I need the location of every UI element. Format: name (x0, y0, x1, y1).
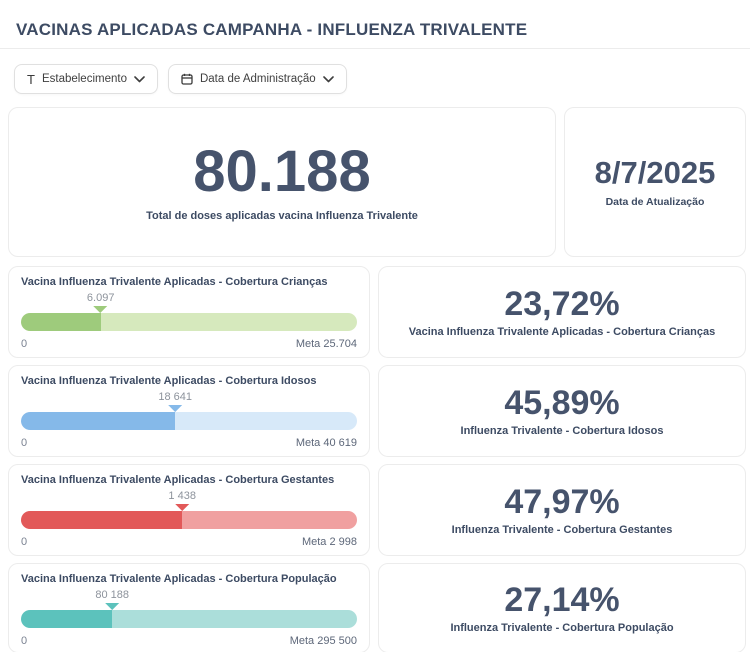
kpi-card-populacao: 27,14% Influenza Trivalente - Cobertura … (378, 563, 746, 652)
filter-bar: T Estabelecimento Data de Administração (0, 49, 750, 107)
gauge-title: Vacina Influenza Trivalente Aplicadas - … (21, 573, 337, 585)
idosos-row: Vacina Influenza Trivalente Aplicadas - … (8, 365, 746, 457)
value-marker: 18 641 (158, 391, 192, 412)
marker-zone: 6.097 (21, 291, 357, 313)
filter-data-administracao-dropdown[interactable]: Data de Administração (167, 64, 347, 94)
gauge-body: 80 188 0 Meta 295 500 (21, 588, 357, 647)
gauge-body: 1 438 0 Meta 2 998 (21, 489, 357, 548)
progress-track (21, 412, 357, 430)
progress-fill (21, 511, 183, 529)
header-divider (0, 48, 750, 49)
scale-meta: Meta 25.704 (295, 338, 357, 350)
filter-label: Estabelecimento (41, 73, 127, 85)
gauge-body: 6.097 0 Meta 25.704 (21, 291, 357, 350)
page-title: VACINAS APLICADAS CAMPANHA - INFLUENZA T… (16, 20, 528, 39)
kpi-card-idosos: 45,89% Influenza Trivalente - Cobertura … (378, 365, 746, 457)
progress-fill (21, 313, 101, 331)
marker-triangle-icon (168, 405, 183, 412)
scale-meta: Meta 2 998 (301, 536, 357, 548)
populacao-row: Vacina Influenza Trivalente Aplicadas - … (8, 563, 746, 652)
gauge-body: 18 641 0 Meta 40 619 (21, 390, 357, 449)
update-date-label: Data de Atualização (605, 195, 705, 208)
marker-value: 1 438 (168, 489, 196, 502)
kpi-label: Influenza Trivalente - Cobertura Idosos (460, 425, 664, 438)
marker-triangle-icon (105, 603, 120, 610)
marker-triangle-icon (175, 504, 190, 511)
page-header: VACINAS APLICADAS CAMPANHA - INFLUENZA T… (0, 0, 750, 48)
scale-min: 0 (21, 338, 28, 350)
marker-zone: 18 641 (21, 390, 357, 412)
total-doses-card: 80.188 Total de doses aplicadas vacina I… (8, 107, 556, 257)
gauge-card-gestantes: Vacina Influenza Trivalente Aplicadas - … (8, 464, 370, 556)
kpi-value: 47,97% (504, 482, 620, 521)
marker-value: 6.097 (86, 291, 115, 304)
progress-track (21, 313, 357, 331)
progress-fill (21, 610, 113, 628)
scale-min: 0 (21, 635, 28, 647)
total-doses-value: 80.188 (193, 138, 371, 204)
progress-track (21, 511, 357, 529)
kpi-label: Vacina Influenza Trivalente Aplicadas - … (408, 326, 716, 339)
gauge-card-populacao: Vacina Influenza Trivalente Aplicadas - … (8, 563, 370, 652)
update-date-card: 8/7/2025 Data de Atualização (564, 107, 746, 257)
gauge-scale: 0 Meta 295 500 (21, 635, 357, 647)
summary-row: 80.188 Total de doses aplicadas vacina I… (8, 107, 746, 257)
gauge-title: Vacina Influenza Trivalente Aplicadas - … (21, 276, 328, 288)
value-marker: 6.097 (86, 291, 115, 313)
chevron-down-icon (322, 75, 334, 83)
kpi-label: Influenza Trivalente - Cobertura Populaç… (450, 622, 674, 635)
marker-value: 18 641 (158, 390, 193, 403)
marker-value: 80 188 (95, 588, 130, 601)
marker-zone: 80 188 (21, 588, 357, 610)
progress-fill (21, 412, 176, 430)
update-date-value: 8/7/2025 (594, 155, 716, 191)
scale-meta: Meta 295 500 (289, 635, 357, 647)
gauge-card-criancas: Vacina Influenza Trivalente Aplicadas - … (8, 266, 370, 358)
gauge-scale: 0 Meta 2 998 (21, 536, 357, 548)
card-grid: 80.188 Total de doses aplicadas vacina I… (0, 107, 750, 652)
progress-track (21, 610, 357, 628)
gauge-card-idosos: Vacina Influenza Trivalente Aplicadas - … (8, 365, 370, 457)
kpi-value: 27,14% (504, 580, 620, 619)
total-doses-label: Total de doses aplicadas vacina Influenz… (146, 210, 418, 223)
scale-min: 0 (21, 437, 28, 449)
criancas-row: Vacina Influenza Trivalente Aplicadas - … (8, 266, 746, 358)
gauge-scale: 0 Meta 40 619 (21, 437, 357, 449)
gauge-title: Vacina Influenza Trivalente Aplicadas - … (21, 375, 317, 387)
marker-triangle-icon (93, 306, 108, 313)
value-marker: 80 188 (95, 589, 129, 610)
value-marker: 1 438 (168, 490, 196, 511)
marker-zone: 1 438 (21, 489, 357, 511)
kpi-card-criancas: 23,72% Vacina Influenza Trivalente Aplic… (378, 266, 746, 358)
kpi-label: Influenza Trivalente - Cobertura Gestant… (451, 524, 673, 537)
kpi-card-gestantes: 47,97% Influenza Trivalente - Cobertura … (378, 464, 746, 556)
kpi-value: 45,89% (504, 383, 620, 422)
kpi-value: 23,72% (504, 284, 620, 323)
scale-meta: Meta 40 619 (295, 437, 357, 449)
filter-label: Data de Administração (199, 73, 316, 85)
chevron-down-icon (134, 75, 145, 83)
calendar-icon (181, 73, 193, 85)
gauge-title: Vacina Influenza Trivalente Aplicadas - … (21, 474, 335, 486)
scale-min: 0 (21, 536, 28, 548)
gauge-scale: 0 Meta 25.704 (21, 338, 357, 350)
gestantes-row: Vacina Influenza Trivalente Aplicadas - … (8, 464, 746, 556)
text-filter-icon: T (27, 71, 35, 87)
filter-estabelecimento-dropdown[interactable]: T Estabelecimento (14, 64, 158, 94)
